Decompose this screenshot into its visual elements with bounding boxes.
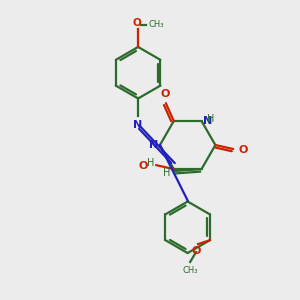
Text: O: O — [139, 161, 148, 171]
Text: N: N — [149, 140, 158, 150]
Text: H: H — [207, 114, 214, 124]
Text: N: N — [202, 116, 212, 126]
Text: O: O — [133, 18, 142, 28]
Text: N: N — [134, 120, 143, 130]
Text: CH₃: CH₃ — [182, 266, 198, 275]
Text: O: O — [160, 89, 170, 99]
Text: O: O — [191, 246, 201, 256]
Text: H: H — [147, 158, 154, 168]
Text: O: O — [238, 145, 248, 155]
Text: H: H — [163, 168, 170, 178]
Text: CH₃: CH₃ — [148, 20, 164, 29]
